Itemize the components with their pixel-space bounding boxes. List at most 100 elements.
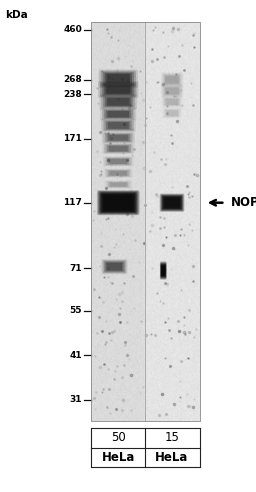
FancyBboxPatch shape [101,95,135,108]
FancyBboxPatch shape [104,144,133,154]
Text: 171: 171 [63,134,82,143]
FancyBboxPatch shape [108,170,129,176]
FancyBboxPatch shape [103,133,133,143]
Text: 238: 238 [63,90,82,99]
FancyBboxPatch shape [103,120,134,131]
FancyBboxPatch shape [106,74,130,83]
FancyBboxPatch shape [105,97,131,107]
FancyBboxPatch shape [106,181,131,188]
FancyBboxPatch shape [164,198,180,208]
FancyBboxPatch shape [106,85,130,94]
Text: HeLa: HeLa [102,451,135,464]
FancyBboxPatch shape [162,196,182,210]
FancyBboxPatch shape [99,69,138,88]
FancyBboxPatch shape [108,158,129,164]
FancyBboxPatch shape [108,111,129,117]
FancyBboxPatch shape [166,110,178,116]
FancyBboxPatch shape [164,197,180,208]
FancyBboxPatch shape [107,98,130,106]
Text: NOP14: NOP14 [230,196,256,209]
FancyBboxPatch shape [165,109,179,117]
FancyBboxPatch shape [104,121,132,130]
FancyBboxPatch shape [161,264,166,277]
FancyBboxPatch shape [161,194,184,211]
FancyBboxPatch shape [108,122,129,129]
FancyBboxPatch shape [161,195,183,211]
FancyBboxPatch shape [161,84,183,97]
FancyBboxPatch shape [100,192,136,213]
Text: kDa: kDa [5,10,28,20]
Text: 50: 50 [111,431,126,444]
FancyBboxPatch shape [106,196,131,209]
FancyBboxPatch shape [160,262,166,279]
Text: HeLa: HeLa [155,451,189,464]
FancyBboxPatch shape [109,182,128,187]
FancyBboxPatch shape [107,134,130,141]
FancyBboxPatch shape [98,81,138,98]
Text: 31: 31 [69,395,82,404]
FancyBboxPatch shape [164,74,180,85]
FancyBboxPatch shape [107,182,130,187]
FancyBboxPatch shape [164,87,180,95]
FancyBboxPatch shape [110,183,126,186]
FancyBboxPatch shape [98,191,138,215]
FancyBboxPatch shape [162,73,182,86]
FancyBboxPatch shape [162,86,182,96]
FancyBboxPatch shape [101,259,127,274]
FancyBboxPatch shape [105,133,132,142]
FancyBboxPatch shape [102,109,134,120]
FancyBboxPatch shape [166,99,178,105]
FancyBboxPatch shape [161,265,166,276]
FancyBboxPatch shape [104,84,132,95]
FancyBboxPatch shape [105,169,131,177]
FancyBboxPatch shape [100,82,136,97]
Text: 15: 15 [165,431,179,444]
FancyBboxPatch shape [109,146,128,152]
FancyBboxPatch shape [105,145,131,153]
FancyBboxPatch shape [110,171,127,176]
FancyBboxPatch shape [165,88,179,94]
Bar [91,22,200,421]
FancyBboxPatch shape [101,71,136,87]
FancyBboxPatch shape [161,72,183,87]
FancyBboxPatch shape [103,195,133,211]
FancyBboxPatch shape [107,145,130,152]
FancyBboxPatch shape [102,194,134,212]
FancyBboxPatch shape [105,73,132,85]
FancyBboxPatch shape [103,96,133,107]
FancyBboxPatch shape [108,135,128,141]
FancyBboxPatch shape [100,108,136,121]
FancyBboxPatch shape [163,196,181,209]
FancyBboxPatch shape [104,196,132,210]
FancyBboxPatch shape [104,109,133,119]
FancyBboxPatch shape [163,97,181,107]
FancyBboxPatch shape [165,198,179,207]
FancyBboxPatch shape [99,192,137,214]
FancyBboxPatch shape [103,72,134,86]
FancyBboxPatch shape [160,261,167,280]
FancyBboxPatch shape [101,119,136,132]
FancyBboxPatch shape [106,110,131,118]
FancyBboxPatch shape [102,132,135,144]
Text: 460: 460 [63,25,82,34]
FancyBboxPatch shape [103,260,126,273]
FancyBboxPatch shape [105,262,123,272]
FancyBboxPatch shape [165,76,179,84]
Text: 117: 117 [63,198,82,207]
FancyBboxPatch shape [106,157,131,165]
FancyBboxPatch shape [107,197,130,208]
FancyBboxPatch shape [99,94,137,109]
FancyBboxPatch shape [109,159,127,164]
FancyBboxPatch shape [102,83,134,96]
Text: 55: 55 [69,307,82,315]
Text: 268: 268 [63,75,82,84]
Text: 71: 71 [69,264,82,273]
FancyBboxPatch shape [102,143,134,154]
FancyBboxPatch shape [104,157,132,166]
FancyBboxPatch shape [161,263,166,278]
FancyBboxPatch shape [162,266,165,275]
FancyBboxPatch shape [103,156,134,166]
FancyBboxPatch shape [164,109,180,118]
FancyBboxPatch shape [107,263,122,271]
FancyBboxPatch shape [97,190,140,215]
